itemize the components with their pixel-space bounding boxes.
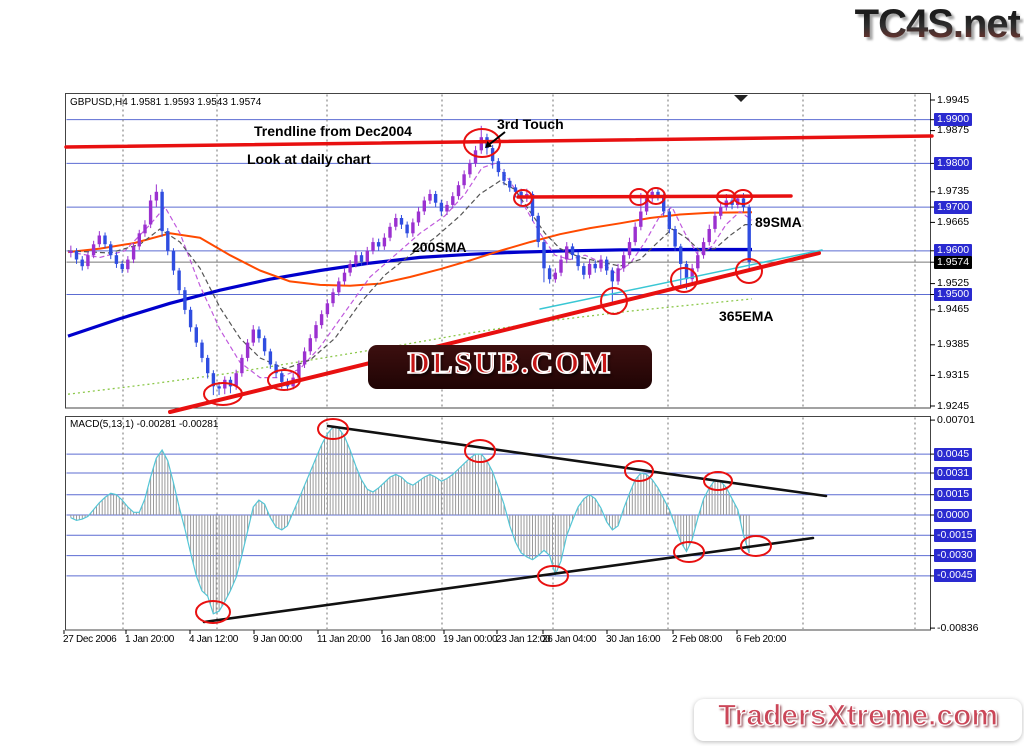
macd-touch-ellipse [317, 418, 349, 440]
touch-highlight-ellipse [600, 287, 628, 315]
price-axis-label: 1.9900 [934, 113, 973, 126]
macd-axis-label: -0.0045 [934, 569, 976, 582]
touch-highlight-ellipse [735, 258, 763, 284]
time-axis-label: 9 Jan 00:00 [253, 634, 302, 645]
macd-sub-panel[interactable] [65, 416, 931, 631]
watermark-dlsub: DLSUB.COM [368, 344, 652, 389]
macd-touch-ellipse [673, 541, 705, 563]
time-axis-label: 1 Jan 20:00 [125, 634, 174, 645]
touch-highlight-ellipse [463, 128, 501, 158]
watermark-tradersxtreme: TradersXtreme.com [694, 698, 1022, 741]
cyan-line[interactable] [539, 249, 823, 310]
annotation-365ema: 365EMA [719, 308, 774, 324]
annotation-200sma: 200SMA [412, 239, 467, 255]
resistance-19735[interactable] [516, 194, 793, 199]
time-axis-label: 19 Jan 00:00 [443, 634, 498, 645]
price-axis-label: 1.9500 [934, 288, 973, 301]
symbol-info-label: GBPUSD,H4 1.9581 1.9593 1.9543 1.9574 [70, 97, 262, 108]
ma-line-89SMA [67, 211, 753, 287]
annotation-89sma: 89SMA [755, 214, 802, 230]
time-axis-label: 26 Jan 04:00 [542, 634, 597, 645]
touch-highlight-ellipse [670, 267, 698, 293]
macd-touch-ellipse [195, 600, 231, 624]
time-axis-label: 16 Jan 08:00 [381, 634, 436, 645]
macd-axis-label: 0.00701 [937, 414, 975, 426]
macd-axis-label: 0.0045 [934, 448, 973, 461]
price-axis-label: 1.9700 [934, 201, 973, 214]
annotation-trendline-dec2004: Trendline from Dec2004 [254, 123, 412, 139]
price-axis-label: 1.9600 [934, 244, 973, 257]
ma-line-365EMA [67, 298, 753, 395]
time-axis-label: 30 Jan 16:00 [606, 634, 661, 645]
price-axis-label: 1.9385 [937, 338, 970, 350]
touch-highlight-ellipse [646, 187, 666, 205]
price-axis-label: 1.9800 [934, 157, 973, 170]
watermark-tc4s: TC4S.net [770, 2, 1021, 47]
time-axis-label: 4 Jan 12:00 [189, 634, 238, 645]
price-axis-label: 1.9875 [937, 124, 970, 136]
price-axis-label: 1.9245 [937, 400, 970, 412]
macd-upper-trendline[interactable] [326, 424, 828, 498]
touch-highlight-ellipse [203, 382, 243, 406]
touch-highlight-ellipse [267, 369, 301, 391]
macd-axis-label: -0.00836 [937, 622, 979, 634]
time-axis-label: 23 Jan 12:00 [496, 634, 551, 645]
price-axis-label: 1.9465 [937, 303, 970, 315]
macd-signal-line [70, 426, 750, 615]
ma-line-fast-ma [67, 162, 753, 379]
macd-lower-trendline[interactable] [202, 536, 815, 624]
macd-axis-label: -0.0015 [934, 529, 976, 542]
price-axis-label: 1.9525 [937, 277, 970, 289]
time-axis-label: 11 Jan 20:00 [317, 634, 371, 645]
time-axis-label: 6 Feb 20:00 [736, 634, 787, 645]
price-axis-label: 1.9315 [937, 369, 970, 381]
ma-line-mid-ma [67, 180, 752, 370]
price-axis-label: 1.9735 [937, 185, 970, 197]
macd-touch-ellipse [624, 460, 654, 482]
macd-axis-label: -0.0030 [934, 549, 976, 562]
macd-touch-ellipse [464, 439, 496, 463]
time-axis-label: 27 Dec 2006 [63, 634, 117, 645]
rising-support[interactable] [168, 251, 821, 414]
price-axis-label: 1.9945 [937, 94, 970, 106]
annotation-look-daily-chart: Look at daily chart [247, 151, 371, 167]
ma-line-200SMA [67, 247, 752, 338]
macd-indicator-label: MACD(5,13,1) -0.00281 -0.00281 [70, 419, 219, 430]
touch-highlight-ellipse [513, 189, 533, 207]
macd-axis-label: 0.0000 [934, 509, 973, 522]
third-touch-arrowhead [485, 141, 492, 148]
macd-touch-ellipse [703, 471, 733, 491]
macd-touch-ellipse [740, 535, 772, 557]
macd-axis-label: 0.0015 [934, 488, 973, 501]
annotation-3rd-touch: 3rd Touch [497, 116, 564, 132]
macd-touch-ellipse [537, 565, 569, 587]
touch-highlight-ellipse [733, 189, 753, 205]
price-axis-label: 1.9574 [934, 256, 973, 269]
time-axis-label: 2 Feb 08:00 [672, 634, 723, 645]
price-axis-label: 1.9665 [937, 216, 970, 228]
chart-shift-marker-icon[interactable] [734, 95, 748, 102]
macd-axis-label: 0.0031 [934, 467, 973, 480]
